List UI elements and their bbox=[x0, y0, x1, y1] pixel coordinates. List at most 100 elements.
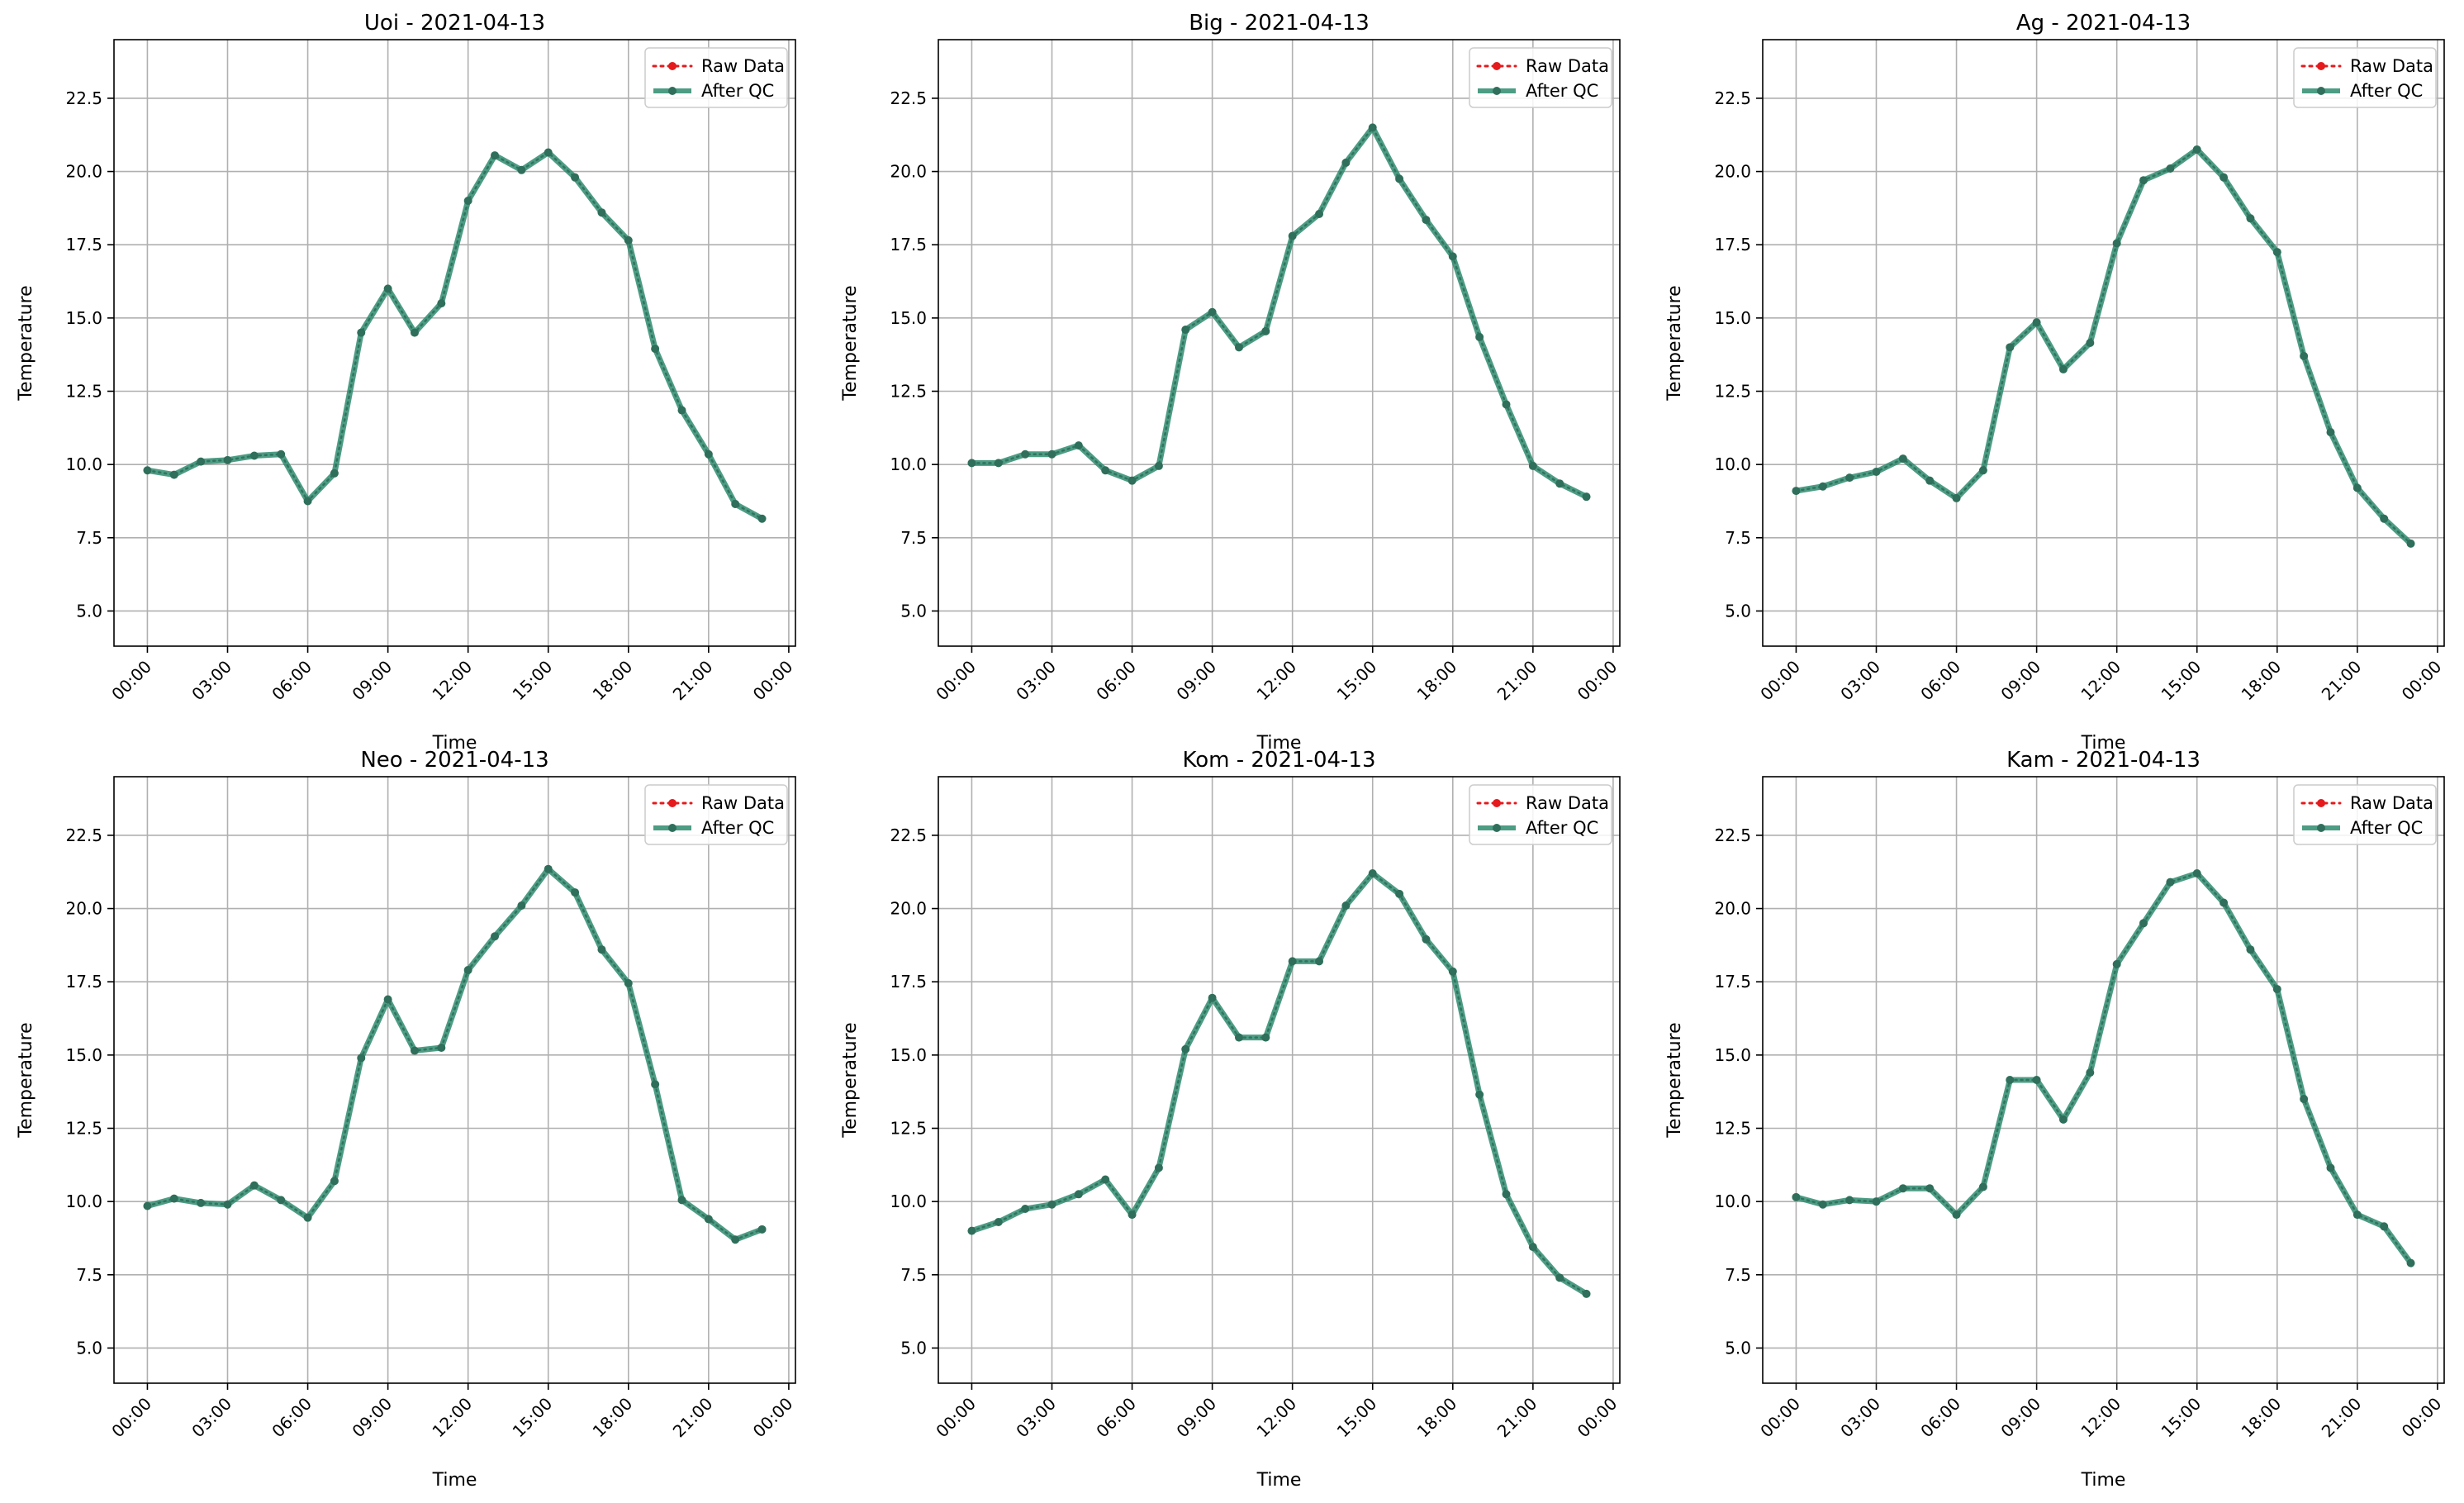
point-raw-data bbox=[172, 472, 177, 478]
point-raw-data bbox=[2301, 1096, 2306, 1101]
x-tick-label: 18:00 bbox=[1413, 1394, 1461, 1442]
point-raw-data bbox=[252, 453, 257, 459]
point-raw-data bbox=[2115, 240, 2120, 246]
x-tick-label: 00:00 bbox=[1756, 657, 1804, 705]
legend-marker-raw-data bbox=[668, 62, 677, 70]
point-raw-data bbox=[1821, 1202, 1825, 1207]
point-raw-data bbox=[2248, 216, 2253, 221]
point-raw-data bbox=[2007, 1077, 2012, 1082]
point-raw-data bbox=[2355, 485, 2360, 491]
x-tick-label: 15:00 bbox=[509, 657, 557, 705]
y-tick-label: 5.0 bbox=[900, 1338, 927, 1358]
point-raw-data bbox=[1263, 1035, 1268, 1040]
point-raw-data bbox=[1049, 452, 1055, 457]
y-tick-label: 10.0 bbox=[1714, 454, 1751, 474]
point-raw-data bbox=[1981, 468, 1986, 473]
legend-marker-raw-data bbox=[2317, 62, 2325, 70]
point-raw-data bbox=[2221, 175, 2226, 180]
x-tick-label: 00:00 bbox=[107, 657, 155, 705]
point-raw-data bbox=[2061, 1117, 2066, 1122]
chart-title: Ag - 2021-04-13 bbox=[2016, 11, 2191, 36]
plot-area: 5.0 7.5 10.0 12.5 15.0 17.5 20.0 22.5 00:00 03:00… bbox=[1664, 11, 2445, 754]
series-line-raw-data bbox=[1795, 872, 2412, 1264]
series-line-after-qc bbox=[146, 150, 764, 521]
plot-area: 5.0 7.5 10.0 12.5 15.0 17.5 20.0 22.5 00:00 03:00… bbox=[840, 748, 1621, 1491]
x-tick-label: 21:00 bbox=[669, 1394, 717, 1442]
series-line-after-qc bbox=[1795, 870, 2414, 1265]
y-tick-label: 12.5 bbox=[890, 1119, 927, 1139]
point-raw-data bbox=[225, 1202, 230, 1207]
y-tick-label: 17.5 bbox=[1714, 972, 1751, 992]
legend-label-raw-data: Raw Data bbox=[1526, 793, 1609, 813]
x-tick-label: 06:00 bbox=[1916, 1394, 1964, 1442]
legend: Raw Data After QC bbox=[644, 784, 788, 845]
point-raw-data bbox=[278, 452, 283, 457]
point-raw-data bbox=[1049, 1202, 1055, 1207]
point-raw-data bbox=[198, 1201, 203, 1206]
y-tick-label: 12.5 bbox=[890, 382, 927, 402]
axes-frame bbox=[113, 39, 796, 647]
x-tick-label: 00:00 bbox=[932, 657, 980, 705]
y-axis-label: Temperature bbox=[16, 1022, 36, 1138]
point-raw-data bbox=[332, 1178, 337, 1183]
legend-marker-raw-data bbox=[1493, 62, 1501, 70]
y-tick-label: 7.5 bbox=[1725, 1265, 1751, 1285]
plot-area: 5.0 7.5 10.0 12.5 15.0 17.5 20.0 22.5 00:00 03:00… bbox=[16, 748, 796, 1491]
series-line-after-qc bbox=[971, 124, 1588, 500]
point-raw-data bbox=[1927, 478, 1932, 483]
y-tick-label: 22.5 bbox=[890, 88, 927, 108]
y-tick-label: 17.5 bbox=[890, 972, 927, 992]
x-tick-label: 12:00 bbox=[2077, 657, 2125, 705]
axes-frame bbox=[113, 776, 796, 1384]
axes-frame bbox=[1762, 39, 2445, 647]
y-axis-label: Temperature bbox=[16, 285, 36, 401]
legend-marker-after-qc bbox=[668, 87, 677, 95]
point-raw-data bbox=[1450, 254, 1455, 259]
point-raw-data bbox=[358, 1055, 363, 1061]
point-raw-data bbox=[1531, 1244, 1536, 1249]
y-tick-label: 20.0 bbox=[890, 162, 927, 182]
point-raw-data bbox=[492, 153, 497, 158]
point-raw-data bbox=[466, 198, 471, 203]
series-line-after-qc bbox=[146, 866, 763, 1243]
axes-frame bbox=[938, 39, 1621, 647]
y-tick-label: 7.5 bbox=[900, 528, 927, 548]
point-raw-data bbox=[1370, 871, 1375, 876]
legend-marker-after-qc bbox=[668, 824, 677, 832]
point-raw-data bbox=[1343, 903, 1348, 908]
legend-marker-after-qc bbox=[1493, 87, 1501, 95]
point-raw-data bbox=[2115, 962, 2120, 967]
point-raw-data bbox=[332, 471, 337, 476]
point-raw-data bbox=[1129, 478, 1135, 483]
point-raw-data bbox=[1503, 402, 1509, 407]
point-raw-data bbox=[1237, 345, 1241, 350]
point-raw-data bbox=[599, 210, 605, 215]
x-tick-label: 00:00 bbox=[2398, 1394, 2446, 1442]
point-raw-data bbox=[466, 968, 471, 973]
point-raw-data bbox=[1263, 329, 1268, 334]
x-tick-label: 09:00 bbox=[1996, 657, 2044, 705]
point-raw-data bbox=[653, 346, 658, 351]
y-axis-label: Temperature bbox=[840, 285, 861, 401]
x-tick-label: 00:00 bbox=[1574, 1394, 1621, 1442]
legend-marker-after-qc bbox=[1493, 824, 1501, 832]
point-raw-data bbox=[1981, 1184, 1986, 1190]
chart-panel-1: 5.0 7.5 10.0 12.5 15.0 17.5 20.0 22.5 00:00 03:00… bbox=[16, 11, 796, 754]
x-tick-label: 18:00 bbox=[2238, 1394, 2286, 1442]
series-line-raw-data bbox=[971, 126, 1588, 498]
point-raw-data bbox=[1557, 481, 1562, 486]
y-axis-label: Temperature bbox=[840, 1022, 861, 1138]
point-raw-data bbox=[1927, 1186, 1932, 1191]
point-raw-data bbox=[2141, 178, 2146, 183]
x-tick-label: 09:00 bbox=[348, 1394, 396, 1442]
x-tick-label: 03:00 bbox=[188, 657, 235, 705]
y-tick-label: 12.5 bbox=[65, 1119, 102, 1139]
x-axis-label: Time bbox=[2081, 1470, 2126, 1491]
y-axis-label: Temperature bbox=[1664, 1022, 1685, 1138]
legend-marker-raw-data bbox=[2317, 799, 2325, 807]
point-raw-data bbox=[1821, 484, 1825, 489]
point-raw-data bbox=[1023, 452, 1028, 457]
point-raw-data bbox=[1477, 335, 1482, 340]
point-raw-data bbox=[1103, 468, 1108, 473]
plot-area: 5.0 7.5 10.0 12.5 15.0 17.5 20.0 22.5 00:00 03:00… bbox=[16, 11, 796, 754]
